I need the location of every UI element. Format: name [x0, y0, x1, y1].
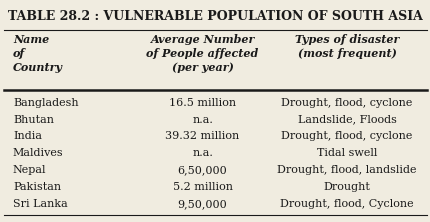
Text: Drought, flood, landslide: Drought, flood, landslide: [276, 165, 416, 175]
Text: 9,50,000: 9,50,000: [177, 199, 227, 209]
Text: Bhutan: Bhutan: [13, 115, 54, 125]
Text: Name
of
Country: Name of Country: [13, 34, 63, 73]
Text: Landslide, Floods: Landslide, Floods: [297, 115, 396, 125]
Text: Sri Lanka: Sri Lanka: [13, 199, 68, 209]
Text: Average Number
of People affected
(per year): Average Number of People affected (per y…: [146, 34, 258, 73]
Text: Pakistan: Pakistan: [13, 182, 61, 192]
Text: Tidal swell: Tidal swell: [316, 148, 376, 158]
Text: 16.5 million: 16.5 million: [169, 98, 236, 108]
Text: TABLE 28.2 : VULNERABLE POPULATION OF SOUTH ASIA: TABLE 28.2 : VULNERABLE POPULATION OF SO…: [8, 10, 422, 23]
Text: Drought, flood, Cyclone: Drought, flood, Cyclone: [280, 199, 413, 209]
Text: Maldives: Maldives: [13, 148, 63, 158]
Text: 39.32 million: 39.32 million: [165, 131, 239, 141]
Text: Drought, flood, cyclone: Drought, flood, cyclone: [281, 131, 412, 141]
Text: Types of disaster
(most frequent): Types of disaster (most frequent): [294, 34, 398, 59]
Text: n.a.: n.a.: [192, 148, 212, 158]
Text: India: India: [13, 131, 42, 141]
Text: Nepal: Nepal: [13, 165, 46, 175]
Text: Drought: Drought: [323, 182, 369, 192]
Text: Bangladesh: Bangladesh: [13, 98, 78, 108]
Text: 6,50,000: 6,50,000: [177, 165, 227, 175]
Text: n.a.: n.a.: [192, 115, 212, 125]
Text: 5.2 million: 5.2 million: [172, 182, 232, 192]
Text: Drought, flood, cyclone: Drought, flood, cyclone: [281, 98, 412, 108]
